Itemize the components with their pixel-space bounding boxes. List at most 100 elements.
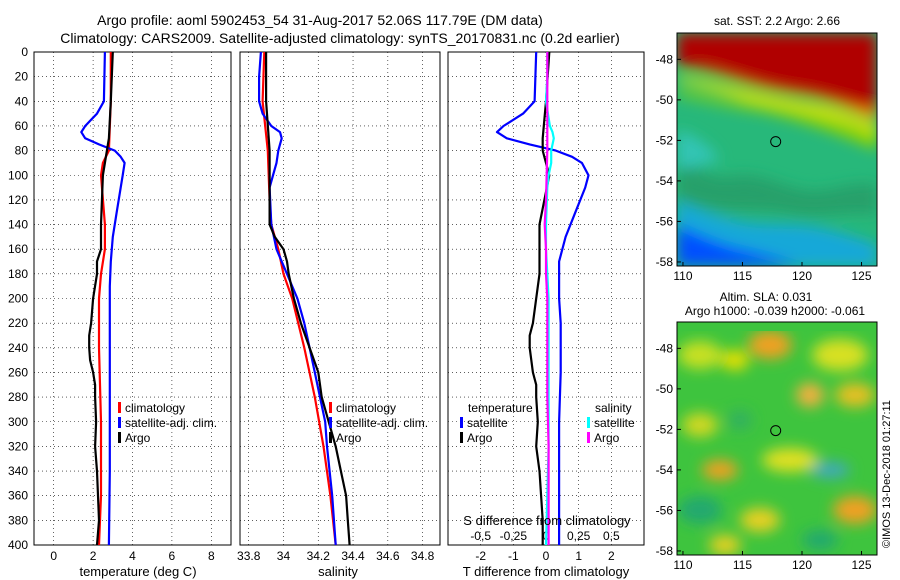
figure-title-line1: Argo profile: aoml 5902453_54 31-Aug-201… [97,12,543,28]
map-lon-label: 125 [852,558,872,572]
temperature-panel-frame [33,51,232,546]
sst-argo-position-marker [770,136,782,148]
depth-tick-label: 260 [8,365,28,379]
x-tick-label: 0 [50,549,57,563]
depth-tick-label: 80 [15,144,29,158]
legend-label-climatology: climatology [336,401,396,415]
legend-label-sal-argo: Argo [594,431,620,445]
legend-label-satellite: satellite-adj. clim. [125,416,217,430]
sla-map-ticks: 110 115 120 125 -48 -50 -52 -54 -56 -58 [656,341,872,572]
x-tick-label: 2 [608,549,615,563]
top-x-tick-label: -0,5 [470,529,491,543]
x-tick-label: 34.6 [376,549,400,563]
map-lon-label: 110 [673,269,692,283]
map-lat-label: -58 [656,544,674,558]
depth-tick-label: 340 [8,464,28,478]
depth-tick-label: 160 [8,242,28,256]
legend-title-salinity: salinity [595,401,632,415]
legend-swatch-sal-argo [587,432,590,443]
temperature-grid [34,51,231,546]
x-tick-label: 34.2 [307,549,331,563]
map-lat-label: -52 [656,133,674,147]
map-lat-label: -50 [656,382,674,396]
map-lat-label: -50 [656,93,674,107]
depth-tick-label: 200 [8,292,28,306]
temperature-x-label: temperature (deg C) [79,564,196,579]
x-tick-label: 0 [543,549,550,563]
argo-line [265,52,351,545]
x-tick-label: 33.8 [237,549,261,563]
depth-tick-label: 100 [8,168,28,182]
top-x-tick-label: 0,5 [603,529,620,543]
sla-map-frame [676,321,878,556]
top-x-tick-label: 0,25 [567,529,591,543]
depth-tick-label: 360 [8,489,28,503]
imos-credit: ©IMOS 13-Dec-2018 01:27:11 [881,400,893,548]
argo-line [88,52,114,545]
legend-swatch-satellite [329,417,332,428]
depth-tick-labels: 0 20 40 60 80 100 120 140 160 180 200 220 240 260 280 3… [8,45,28,552]
salinity-argo-line [543,52,550,545]
legend-label-argo: Argo [336,431,362,445]
legend-swatch-climatology [329,402,332,413]
legend-label-temp-argo: Argo [467,431,493,445]
satellite-adj-clim--line [80,52,126,545]
sla-map-image [677,322,877,555]
temperature-satellite-line [495,52,590,545]
map-lat-label: -54 [656,463,674,477]
legend-swatch-argo [329,432,332,443]
x-tick-label: 1 [575,549,582,563]
legend-swatch-climatology [118,402,121,413]
temperature-tick-labels: 0 2 4 6 8 [50,549,215,563]
legend-label-argo: Argo [125,431,151,445]
depth-tick-label: 120 [8,193,28,207]
map-lon-label: 120 [792,558,812,572]
map-lon-label: 110 [673,558,692,572]
depth-tick-label: 20 [15,70,29,84]
sst-map-title: sat. SST: 2.2 Argo: 2.66 [714,14,840,28]
map-lon-label: 125 [852,269,872,283]
map-lat-label: -56 [656,503,674,517]
x-tick-label: 2 [90,549,97,563]
salinity-legend: climatology satellite-adj. clim. Argo [329,401,428,445]
map-lat-label: -54 [656,174,674,188]
difference-grid [448,51,644,546]
legend-swatch-satellite [118,417,121,428]
depth-tick-label: 0 [21,45,28,59]
depth-tick-label: 140 [8,218,28,232]
salinity-difference-label: S difference from climatology [463,513,631,528]
climatology-line [261,52,337,545]
difference-tick-labels: -2 -1 0 1 2 [475,549,615,563]
depth-tick-label: 300 [8,415,28,429]
salinity-x-label: salinity [318,564,358,579]
legend-swatch-sal-satellite [587,417,590,428]
sst-map-image [677,33,877,266]
legend-label-temp-satellite: satellite [467,416,508,430]
top-x-tick-label: -0,25 [500,529,528,543]
x-tick-label: 34 [277,549,291,563]
map-lat-label: -52 [656,422,674,436]
x-tick-label: 4 [129,549,136,563]
sst-map-frame [676,32,878,267]
sla-argo-position-marker [770,425,782,437]
map-lat-label: -48 [656,52,674,66]
x-tick-label: -1 [508,549,519,563]
salinity-tick-labels: 33.8 34 34.2 34.4 34.6 34.8 [237,549,435,563]
depth-tick-label: 320 [8,439,28,453]
x-tick-label: 34.4 [341,549,365,563]
legend-label-satellite: satellite-adj. clim. [336,416,428,430]
legend-title-temperature: temperature [468,401,533,415]
sst-map-ticks: 110 115 120 125 -48 -50 -52 -54 -56 -58 [656,52,872,283]
map-lat-label: -56 [656,214,674,228]
legend-label-climatology: climatology [125,401,185,415]
climatology-line [97,52,112,545]
depth-tick-label: 180 [8,267,28,281]
map-lon-label: 115 [733,269,752,283]
x-tick-label: -2 [475,549,486,563]
map-lon-label: 120 [792,269,812,283]
salinity-series [258,52,351,545]
temperature-series [80,52,126,545]
legend-label-sal-satellite: satellite [594,416,635,430]
difference-x-label: T difference from climatology [463,564,630,579]
